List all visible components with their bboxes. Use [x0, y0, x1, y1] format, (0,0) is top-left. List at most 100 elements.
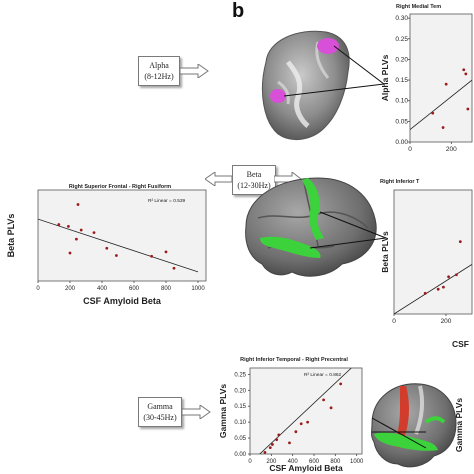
beta-band-range: (12-30Hz) [237, 181, 271, 190]
beta-right-plot-area [393, 189, 473, 315]
beta-left-point [172, 266, 176, 270]
beta-right-data-layer [394, 240, 472, 314]
beta-left-point [150, 254, 154, 258]
beta-brain-image [245, 177, 387, 277]
alpha-right-point [466, 107, 470, 111]
gamma-mid-point [263, 451, 267, 454]
gamma-mid-xtick-label: 200 [266, 459, 277, 465]
alpha-band-range: (8-12Hz) [144, 72, 174, 81]
beta-right-point [447, 275, 450, 279]
alpha-right-plot-area [409, 13, 473, 143]
alpha-right-xtick-label: 200 [446, 146, 457, 153]
gamma-mid-ytick-label: 0.25 [234, 372, 246, 378]
beta-band-name: Beta [246, 170, 262, 179]
alpha-band-name: Alpha [149, 61, 169, 70]
beta-left-xtick-label: 600 [129, 286, 140, 292]
beta-left-ylabel: Beta PLVs [6, 214, 16, 258]
gamma-mid-point [268, 446, 272, 450]
beta-right-xtick-label: 200 [441, 318, 452, 325]
beta-right-chart: Right Inferior T 0 200 Beta PLVs CSF [376, 172, 474, 350]
alpha-right-chart: Right Medial Tem 0.00 0.05 0.10 0.15 0.20 0.25… [376, 0, 474, 165]
beta-left-point [79, 228, 83, 232]
beta-left-point [76, 203, 80, 206]
panel-letter: b [232, 0, 245, 22]
alpha-right-ytick-label: 0.25 [395, 36, 408, 43]
beta-right-point [442, 285, 445, 289]
gamma-mid-xtick-label: 0 [248, 459, 252, 465]
gamma-mid-data-layer [259, 368, 352, 454]
gamma-band-box: Gamma (30-45Hz) [138, 397, 182, 427]
gamma-mid-ytick-label: 0.20 [234, 388, 246, 394]
beta-left-fit-line [38, 218, 199, 273]
alpha-arrow-icon [180, 64, 209, 78]
gamma-mid-point [288, 441, 291, 445]
beta-right-point [436, 287, 440, 291]
beta-right-point [455, 273, 458, 277]
beta-left-title: Right Superior Frontal - Right Fusiform [69, 184, 171, 190]
gamma-mid-chart-svg: Right Inferior Temporal - Right Precentr… [218, 357, 364, 473]
gamma-mid-r2-label: R² Linear = 0.862 [304, 372, 342, 378]
beta-left-point [115, 254, 118, 257]
beta-left-arrow-icon [205, 172, 233, 186]
gamma-mid-point [294, 430, 298, 434]
gamma-right-ylabel: Gamma PLVs [454, 398, 464, 452]
beta-left-chart-svg: Right Superior Frontal - Right Fusiform R… [6, 184, 207, 306]
gamma-right-chart-svg: Gamma PLVs [454, 398, 464, 452]
beta-region-top [302, 178, 324, 240]
beta-right-point [458, 240, 462, 244]
alpha-right-point [444, 82, 448, 86]
beta-left-point [105, 246, 109, 250]
alpha-right-point [431, 111, 435, 115]
gamma-band-name: Gamma [147, 402, 173, 411]
beta-right-xtick-label: 0 [392, 318, 396, 325]
beta-left-chart: Right Superior Frontal - Right Fusiform R… [0, 180, 216, 310]
gamma-mid-xtick-label: 400 [288, 459, 299, 465]
gamma-mid-point [322, 398, 325, 402]
beta-region-bottom [260, 236, 321, 258]
beta-right-ylabel: Beta PLVs [380, 231, 390, 273]
alpha-right-ylabel: Alpha PLVs [380, 54, 390, 101]
beta-left-data-layer [38, 203, 199, 273]
gamma-mid-point [329, 406, 333, 410]
gamma-mid-ytick-label: 0.00 [234, 452, 246, 458]
beta-left-xtick-label: 400 [97, 286, 108, 292]
alpha-right-chart-svg: Right Medial Tem 0.00 0.05 0.10 0.15 0.20 0.25… [380, 4, 473, 153]
alpha-right-fit-line [410, 79, 472, 130]
gamma-mid-ytick-label: 0.10 [234, 420, 246, 426]
gamma-mid-point [306, 420, 309, 424]
gamma-mid-xtick-label: 600 [309, 459, 320, 465]
gamma-mid-xtick-label: 1000 [350, 459, 364, 465]
alpha-right-ytick-label: 0.00 [395, 139, 408, 146]
gamma-mid-ylabel: Gamma PLVs [218, 384, 228, 438]
alpha-right-ytick-label: 0.05 [395, 118, 408, 125]
gamma-mid-ytick-label: 0.05 [234, 436, 246, 442]
gamma-mid-xlabel: CSF Amyloid Beta [269, 463, 343, 473]
gamma-right-chart: Gamma PLVs [452, 370, 474, 474]
gamma-brain-image [371, 383, 457, 468]
alpha-right-data-layer [410, 68, 472, 130]
beta-left-plot-area [37, 189, 207, 282]
beta-left-point [75, 237, 78, 241]
gamma-mid-point [339, 382, 343, 386]
gamma-mid-title: Right Inferior Temporal - Right Precentr… [240, 357, 348, 363]
beta-band-box: Beta (12-30Hz) [232, 165, 276, 195]
alpha-right-ytick-label: 0.15 [395, 77, 408, 84]
alpha-right-ytick-label: 0.30 [395, 15, 408, 22]
alpha-band-box: Alpha (8-12Hz) [138, 56, 180, 86]
gamma-mid-fit-line [259, 368, 352, 454]
beta-right-xlabel: CSF [452, 339, 469, 349]
beta-left-point [92, 231, 96, 234]
beta-left-xtick-label: 200 [65, 286, 76, 292]
beta-right-chart-svg: Right Inferior T 0 200 Beta PLVs CSF [380, 179, 473, 349]
alpha-right-xtick-label: 0 [408, 146, 412, 153]
alpha-brain-image [261, 30, 385, 141]
beta-left-point [57, 223, 61, 226]
beta-left-r2-label: R² Linear = 0.539 [148, 198, 186, 204]
gamma-mid-point [275, 438, 279, 442]
beta-left-point [68, 251, 72, 255]
beta-right-fit-line [394, 264, 472, 314]
beta-right-title: Right Inferior T [380, 179, 420, 185]
beta-left-xlabel: CSF Amyloid Beta [83, 296, 162, 306]
gamma-band-range: (30-45Hz) [143, 413, 177, 422]
alpha-right-title: Right Medial Tem [396, 4, 441, 10]
